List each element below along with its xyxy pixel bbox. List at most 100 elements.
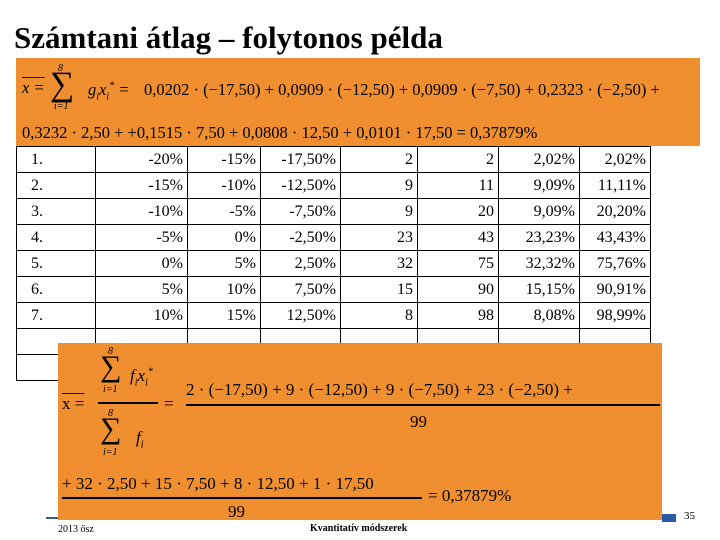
table-cell: -5% <box>187 198 261 225</box>
table-cell: 11 <box>417 172 499 199</box>
table-cell: 10% <box>187 276 261 303</box>
table-row: 4. -5% 0% -2,50% 23 43 23,23% 43,43% <box>16 224 651 251</box>
num-term-symbol: f <box>130 366 135 385</box>
table-cell: 2. <box>16 172 96 199</box>
den-term-symbol: f <box>136 428 141 447</box>
sum-icon-den: ∑ <box>100 412 122 445</box>
table-cell: 4. <box>16 224 96 251</box>
fraction-bar-main <box>186 404 660 406</box>
table-cell: 1. <box>16 146 96 173</box>
table-cell: 0% <box>95 250 188 277</box>
table-cell: 15% <box>187 302 261 329</box>
table-cell: 90,91% <box>579 276 651 303</box>
table-cell: -10% <box>187 172 261 199</box>
table-cell: 9 <box>340 198 418 225</box>
formula2-lhs: x = <box>62 394 84 414</box>
table-cell: 7,50% <box>260 276 341 303</box>
footer-course: Kvantitatív módszerek <box>310 523 408 534</box>
slide-title: Számtani átlag – folytonos példa <box>14 20 443 55</box>
table-cell: 23,23% <box>498 224 580 251</box>
mean-symbol: x = <box>22 78 45 97</box>
table-cell: 90 <box>417 276 499 303</box>
sum-upper-limit: 8 <box>58 63 63 74</box>
sum-lower-limit-den: i=1 <box>103 447 118 458</box>
table-cell: 98 <box>417 302 499 329</box>
table-row: 2. -15% -10% -12,50% 9 11 9,09% 11,11% <box>16 172 651 199</box>
table-cell: 32 <box>340 250 418 277</box>
table-cell: 5% <box>187 250 261 277</box>
table-cell: 75,76% <box>579 250 651 277</box>
sum-lower-limit: i=1 <box>54 101 69 112</box>
table-cell: -20% <box>95 146 188 173</box>
denominator-1: 99 <box>410 412 427 431</box>
formula-line-1: 0,0202 · (−17,50) + 0,0909 · (−12,50) + … <box>144 80 660 99</box>
numerator-line-1: 2 · (−17,50) + 9 · (−12,50) + 9 · (−7,50… <box>186 380 573 399</box>
table-row: 1. -20% -15% -17,50% 2 2 2,02% 2,02% <box>16 146 651 173</box>
final-result: = 0,37879% <box>428 486 512 505</box>
table-cell: -15% <box>187 146 261 173</box>
table-cell: -2,50% <box>260 224 341 251</box>
num-term: fixi* <box>130 366 153 389</box>
fraction-bar-left <box>98 402 158 404</box>
table-cell: 98,99% <box>579 302 651 329</box>
table-cell: -15% <box>95 172 188 199</box>
table-cell: 0% <box>187 224 261 251</box>
frequency-table: 1. -20% -15% -17,50% 2 2 2,02% 2,02% 2. -15% -10% -… <box>16 146 651 381</box>
table-cell: -7,50% <box>260 198 341 225</box>
footer-accent-left <box>46 517 58 519</box>
formula-box-weights <box>16 58 700 146</box>
table-row: 6. 5% 10% 7,50% 15 90 15,15% 90,91% <box>16 276 651 303</box>
weight-term-symbol: g <box>88 80 97 99</box>
table-cell: 5. <box>16 250 96 277</box>
formula-line-2: 0,3232 · 2,50 + +0,1515 · 7,50 + 0,0808 … <box>22 123 538 142</box>
table-cell: 5% <box>95 276 188 303</box>
fraction-bar-second <box>62 497 422 499</box>
den-term: fi <box>136 428 144 451</box>
formula-box-frequencies <box>58 343 662 520</box>
table-cell: 75 <box>417 250 499 277</box>
formula-lhs: x = <box>22 78 45 98</box>
table-row: 7. 10% 15% 12,50% 8 98 8,08% 98,99% <box>16 302 651 329</box>
table-cell: 15,15% <box>498 276 580 303</box>
table-cell: 2,02% <box>498 146 580 173</box>
table-cell: 12,50% <box>260 302 341 329</box>
table-cell: -5% <box>95 224 188 251</box>
table-cell: -12,50% <box>260 172 341 199</box>
page-number: 35 <box>684 510 695 522</box>
table-cell: 2 <box>340 146 418 173</box>
table-cell: 8 <box>340 302 418 329</box>
table-row: 3. -10% -5% -7,50% 9 20 9,09% 20,20% <box>16 198 651 225</box>
footer-accent-right <box>662 514 676 522</box>
table-cell: -17,50% <box>260 146 341 173</box>
equals-sign: = <box>164 394 174 413</box>
table-cell: 10% <box>95 302 188 329</box>
table-cell: 9,09% <box>498 198 580 225</box>
table-row: 5. 0% 5% 2,50% 32 75 32,32% 75,76% <box>16 250 651 277</box>
table-cell: 2,50% <box>260 250 341 277</box>
table-cell: 20,20% <box>579 198 651 225</box>
mean-symbol-2: x = <box>62 394 85 413</box>
table-cell: 7. <box>16 302 96 329</box>
table-cell: 20 <box>417 198 499 225</box>
table-cell: 9,09% <box>498 172 580 199</box>
table-cell: 3. <box>16 198 96 225</box>
table-cell: 11,11% <box>579 172 651 199</box>
table-cell: 15 <box>340 276 418 303</box>
table-cell: 8,08% <box>498 302 580 329</box>
table-cell: -10% <box>95 198 188 225</box>
table-cell: 32,32% <box>498 250 580 277</box>
denominator-2: 99 <box>228 502 245 521</box>
sum-icon-num: ∑ <box>100 350 122 383</box>
numerator-line-2: + 32 · 2,50 + 15 · 7,50 + 8 · 12,50 + 1 … <box>62 474 374 493</box>
table-cell: 43 <box>417 224 499 251</box>
sum-icon: ∑ <box>50 66 75 103</box>
sum-upper-limit-den: 8 <box>108 408 113 419</box>
table-cell: 9 <box>340 172 418 199</box>
table-cell: 23 <box>340 224 418 251</box>
table-cell: 6. <box>16 276 96 303</box>
footer-semester: 2013 ősz <box>58 524 94 535</box>
sum-lower-limit-num: i=1 <box>103 384 118 395</box>
table-cell: 2,02% <box>579 146 651 173</box>
weight-term: gixi* = <box>88 80 130 103</box>
table-cell: 2 <box>417 146 499 173</box>
